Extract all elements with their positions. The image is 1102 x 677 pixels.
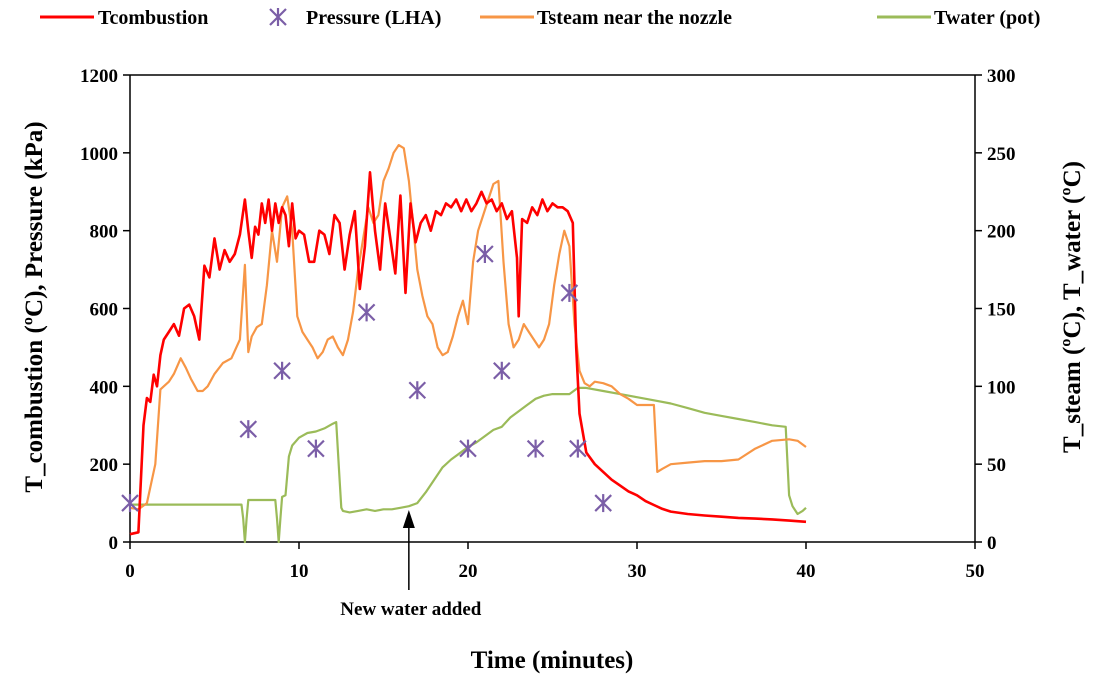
pressure-point: [408, 381, 427, 400]
y-axis-right-title: T_steam (ºC), T_water (ºC): [1059, 161, 1086, 453]
y-right-tick-label: 250: [987, 144, 1016, 165]
annotation-layer: New water added: [340, 510, 482, 620]
pressure-point: [493, 361, 511, 380]
y-right-tick-label: 50: [987, 455, 1006, 476]
y-right-tick-label: 0: [987, 533, 997, 554]
x-axis-title: Time (minutes): [471, 647, 634, 674]
legend-label-tcombustion: Tcombustion: [98, 7, 208, 29]
legend: Tcombustion Pressure (LHA) Tsteam near the…: [40, 7, 1040, 29]
y-left-tick-label: 600: [90, 300, 119, 321]
x-tick-label: 20: [459, 561, 478, 582]
pressure-point: [357, 303, 376, 322]
y-left-tick-label: 0: [109, 533, 119, 554]
y-right-tick-label: 300: [987, 66, 1016, 87]
annotation-label: New water added: [340, 599, 482, 620]
series-layer: [121, 144, 807, 544]
legend-label-tsteam-near-the-nozzle: Tsteam near the nozzle: [537, 7, 732, 29]
y-left-tick-label: 800: [90, 222, 119, 243]
y-left-tick-label: 1000: [80, 144, 118, 165]
y-right-tick-label: 150: [987, 300, 1016, 321]
pressure-point: [273, 361, 291, 380]
y-axis-left-title: T_combustion (ºC), Pressure (kPa): [21, 121, 48, 492]
legend-label-pressure-lha: Pressure (LHA): [306, 7, 441, 29]
x-tick-label: 10: [290, 561, 309, 582]
legend-swatch-pressure-lha: [269, 8, 287, 26]
pressure-point: [121, 494, 139, 513]
series-line-tsteam-near-the-nozzle: [129, 144, 807, 511]
x-tick-label: 30: [628, 561, 647, 582]
series-line-twater-pot: [130, 386, 807, 544]
pressure-point: [526, 439, 545, 458]
axes: 0 10 20 30 40 5002004006008001000120005010015…: [80, 66, 1016, 582]
pressure-point: [459, 439, 477, 458]
pressure-point: [307, 439, 325, 458]
y-left-tick-label: 1200: [80, 66, 118, 87]
x-tick-label: 0: [125, 561, 135, 582]
y-right-tick-label: 100: [987, 377, 1016, 398]
pressure-point: [569, 439, 587, 458]
x-tick-label: 40: [797, 561, 816, 582]
y-left-tick-label: 200: [90, 455, 119, 476]
pressure-point: [476, 245, 494, 264]
legend-label-twater-pot: Twater (pot): [934, 7, 1040, 29]
pressure-point: [560, 283, 579, 302]
pressure-point: [239, 420, 258, 439]
y-left-tick-label: 400: [90, 377, 119, 398]
pressure-point: [594, 494, 612, 513]
series-line-tcombustion: [129, 171, 807, 536]
x-tick-label: 50: [966, 561, 985, 582]
annotation-arrowhead: [402, 510, 415, 528]
y-right-tick-label: 200: [987, 222, 1016, 243]
